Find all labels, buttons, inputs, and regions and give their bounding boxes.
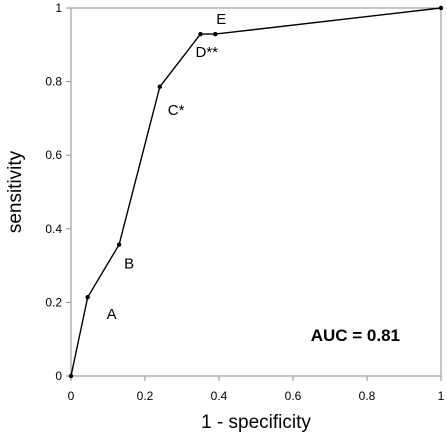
y-tick-label: 0.8 [45, 75, 62, 89]
roc-point [68, 373, 74, 379]
y-tick-label: 0.2 [45, 295, 62, 309]
x-axis-title: 1 - specificity [201, 412, 311, 433]
point-label-c: C* [168, 102, 185, 119]
y-tick-label: 0 [55, 369, 62, 383]
point-label-b: B [124, 256, 134, 273]
roc-point [213, 31, 218, 37]
point-labels: A B C* D** E [107, 11, 227, 323]
x-tick-label: 0.2 [137, 389, 154, 403]
roc-point [85, 295, 90, 300]
x-tick-label: 0.6 [285, 389, 302, 403]
x-tick-label: 0.8 [359, 389, 376, 403]
x-tick-label: 1 [438, 389, 445, 403]
y-axis-title: sensitivity [5, 150, 26, 233]
point-label-d: D** [196, 44, 219, 61]
x-axis-ticks: 0 0.2 0.4 0.6 0.8 1 [68, 376, 445, 403]
x-tick-label: 0.4 [211, 389, 228, 403]
roc-point [116, 242, 122, 247]
roc-point [198, 31, 203, 37]
y-tick-label: 0.4 [45, 222, 62, 236]
plot-area-border [70, 7, 442, 377]
y-tick-label: 0.6 [45, 148, 62, 162]
y-tick-label: 1 [55, 1, 62, 15]
x-tick-label: 0 [68, 389, 75, 403]
point-label-e: E [216, 11, 226, 28]
auc-annotation: AUC = 0.81 [311, 326, 400, 345]
roc-point [157, 84, 162, 89]
plot-frame [70, 7, 442, 377]
point-label-a: A [107, 306, 117, 323]
roc-series [68, 5, 444, 379]
roc-point [438, 5, 444, 11]
roc-line [70, 7, 442, 377]
y-axis-ticks: 0 0.2 0.4 0.6 0.8 1 [45, 1, 71, 383]
